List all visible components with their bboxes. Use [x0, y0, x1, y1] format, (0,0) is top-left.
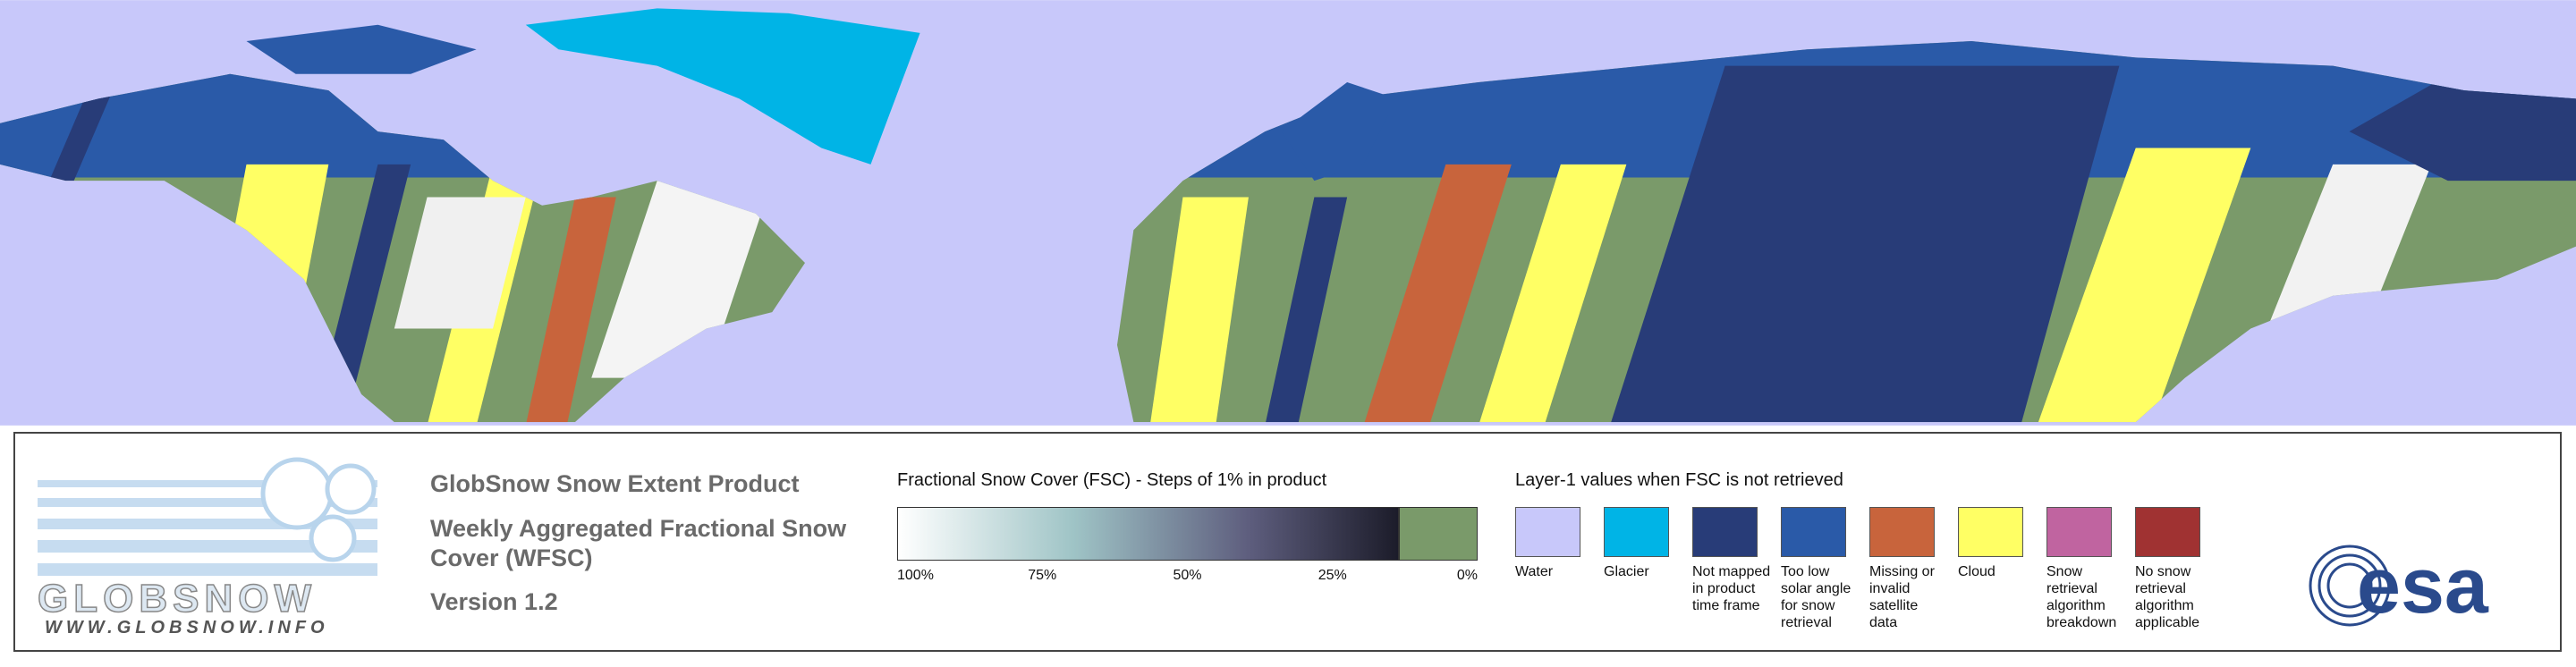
fsc-zero-swatch: [1399, 507, 1478, 561]
legend-swatch: [2135, 507, 2200, 557]
scandinavia: [1281, 81, 1397, 182]
product-version: Version 1.2: [430, 588, 558, 615]
arctic-islands: [246, 24, 477, 74]
globsnow-logo: GLOBSNOW WWW.GLOBSNOW.INFO: [38, 457, 377, 637]
logo-url: WWW.GLOBSNOW.INFO: [45, 618, 329, 637]
esa-wordmark: esa: [2357, 541, 2489, 629]
legend-swatch: [1515, 507, 1580, 557]
legend-label: Too low solar angle for snow retrieval: [1781, 564, 1852, 630]
snow-map: [0, 0, 2576, 426]
greenland: [525, 8, 920, 165]
legend-label: Not mapped in product time frame: [1692, 564, 1771, 613]
legend-label: Snow retrieval algorithm breakdown: [2046, 564, 2117, 630]
legend-swatch: [1692, 507, 1758, 557]
legend-panel: GLOBSNOW WWW.GLOBSNOW.INFO GlobSnow Snow…: [13, 432, 2562, 652]
fsc-tick-label: 25%: [1318, 568, 1347, 583]
legend-label: Glacier: [1604, 564, 1649, 579]
legend-swatch: [1604, 507, 1669, 557]
logo-wordmark: GLOBSNOW: [38, 577, 317, 621]
fsc-tick-label: 75%: [1028, 568, 1057, 583]
layer1-title: Layer-1 values when FSC is not retrieved: [1515, 470, 1843, 490]
fsc-tick-label: 100%: [897, 568, 934, 583]
legend-label: Water: [1515, 564, 1554, 579]
product-title: GlobSnow Snow Extent Product: [430, 470, 800, 497]
fsc-tick-label: 50%: [1173, 568, 1202, 583]
legend-swatch: [1869, 507, 1935, 557]
legend-swatch: [2046, 507, 2112, 557]
legend-swatch: [1958, 507, 2023, 557]
legend-swatch: [1781, 507, 1846, 557]
esa-logo: esa: [2309, 541, 2489, 629]
legend-label: No snow retrieval algorithm applicable: [2135, 564, 2200, 630]
fsc-title: Fractional Snow Cover (FSC) - Steps of 1…: [897, 470, 1327, 490]
product-subtitle: Weekly Aggregated Fractional Snow Cover …: [430, 515, 847, 571]
legend-label: Missing or invalid satellite data: [1869, 564, 1935, 630]
fsc-tick-label: 0%: [1456, 568, 1478, 583]
legend-label: Cloud: [1958, 564, 1996, 579]
fsc-gradient: [897, 507, 1399, 561]
